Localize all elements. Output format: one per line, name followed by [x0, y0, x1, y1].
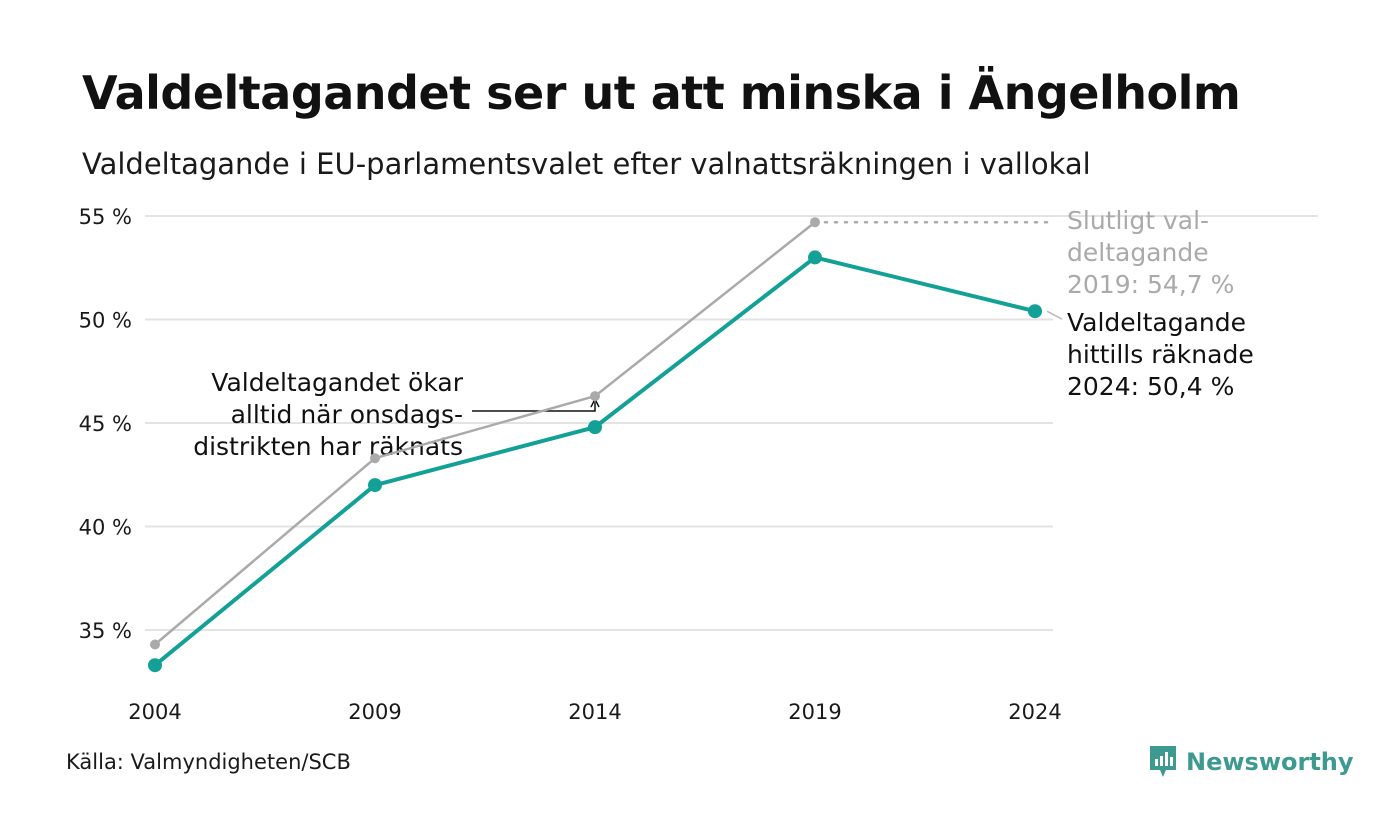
annotation-counted-2024: 2024: 50,4 %	[1067, 372, 1234, 401]
x-tick-label: 2009	[348, 700, 401, 724]
annotation-counted-2024: hittills räknade	[1067, 340, 1254, 369]
brand-name: Newsworthy	[1186, 748, 1354, 776]
data-point-final	[810, 217, 820, 228]
data-point-counted	[148, 658, 162, 673]
y-tick-label: 45 %	[79, 412, 132, 436]
x-tick-label: 2019	[788, 700, 841, 724]
y-tick-label: 55 %	[79, 205, 132, 229]
source-note: Källa: Valmyndigheten/SCB	[66, 750, 351, 774]
newsworthy-logo-icon	[1150, 746, 1176, 777]
data-point-counted	[1028, 304, 1042, 319]
annotation-wednesday: distrikten har räknats	[193, 432, 463, 461]
data-point-final	[590, 391, 600, 402]
y-tick-label: 50 %	[79, 309, 132, 333]
series-line-final	[153, 220, 817, 646]
annotation-final-2019: deltagande	[1067, 238, 1209, 267]
annotation-wednesday: alltid när onsdags-	[231, 400, 463, 429]
annotation-final-2019: 2019: 54,7 %	[1067, 270, 1234, 299]
annotation-leader-counted	[1046, 310, 1063, 320]
annotation-counted-2024: Valdeltagande	[1067, 308, 1246, 337]
chart-subtitle: Valdeltagande i EU-parlamentsvalet efter…	[82, 147, 1091, 181]
annotation-final-2019: Slutligt val-	[1067, 206, 1209, 235]
chart-title: Valdeltagandet ser ut att minska i Ängel…	[82, 66, 1241, 120]
brand-logo: Newsworthy	[1148, 744, 1354, 780]
data-point-counted	[368, 478, 382, 493]
annotation-arrow-line	[472, 402, 596, 412]
x-tick-label: 2014	[568, 700, 621, 724]
y-tick-label: 35 %	[79, 619, 132, 643]
y-tick-label: 40 %	[79, 516, 132, 540]
annotation-wednesday: Valdeltagandet ökar	[211, 368, 463, 397]
data-point-counted	[588, 420, 602, 435]
x-tick-label: 2024	[1008, 700, 1061, 724]
data-point-final	[150, 639, 160, 650]
x-tick-label: 2004	[128, 700, 181, 724]
data-point-counted	[808, 250, 822, 265]
data-point-final	[370, 453, 380, 464]
